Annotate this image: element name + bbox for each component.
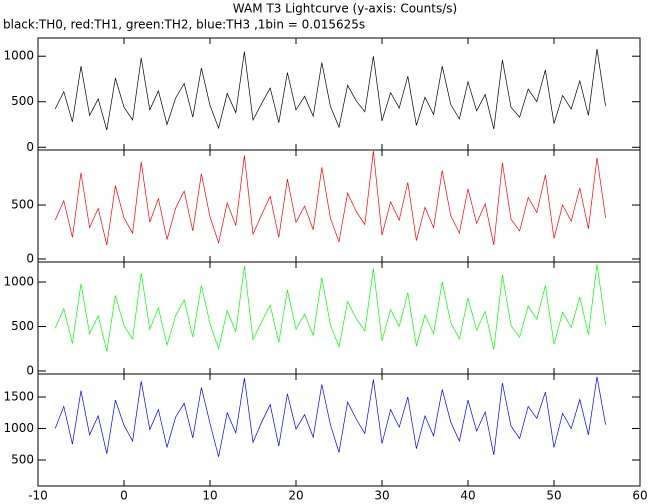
x-tick-label: 50 (546, 489, 561, 503)
x-tick-label: 30 (374, 489, 389, 503)
y-tick-label: 1000 (3, 49, 34, 63)
y-tick-label: 1000 (3, 421, 34, 435)
y-tick-label: 0 (26, 251, 34, 265)
x-tick-label: 0 (120, 489, 128, 503)
y-tick-label: 500 (11, 94, 34, 108)
x-tick-label: 60 (632, 489, 647, 503)
y-tick-label: 1500 (3, 389, 34, 403)
lightcurve (54, 48, 606, 131)
lightcurve (54, 376, 606, 457)
chart-subtitle: black:TH0, red:TH1, green:TH2, blue:TH3 … (3, 18, 365, 32)
y-tick-label: 1000 (3, 275, 34, 289)
y-tick-label: 0 (26, 363, 34, 377)
y-tick-label: 500 (11, 198, 34, 212)
y-tick-label: 500 (11, 452, 34, 466)
x-tick-label: 20 (288, 489, 303, 503)
panel-frame (37, 37, 641, 151)
y-tick-label: 0 (26, 140, 34, 154)
x-tick-label: 40 (460, 489, 475, 503)
lightcurve (54, 151, 606, 246)
lightcurve (54, 264, 606, 352)
x-tick-label: 10 (202, 489, 217, 503)
panel-frame (37, 261, 641, 375)
chart-title: WAM T3 Lightcurve (y-axis: Counts/s) (233, 2, 457, 16)
panel-frame (37, 373, 641, 487)
y-tick-label: 500 (11, 319, 34, 333)
x-tick-label: -10 (28, 489, 48, 503)
